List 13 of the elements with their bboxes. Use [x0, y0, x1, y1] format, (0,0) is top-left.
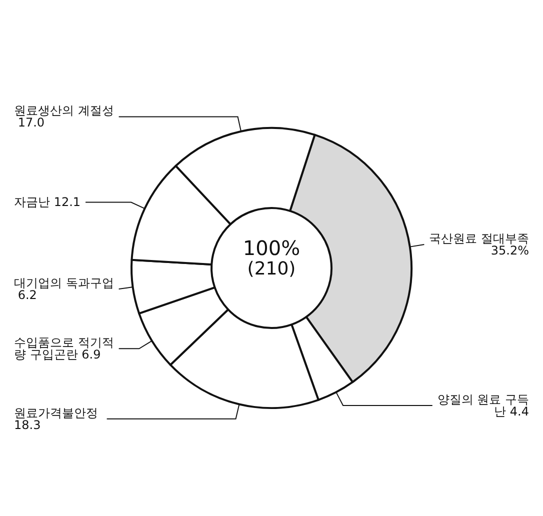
data-label: 35.2%	[487, 244, 529, 258]
data-label: 17.0	[14, 116, 45, 130]
text: 100%	[242, 236, 300, 260]
slice-label: 양질의 원료 구득난 4.4	[437, 392, 529, 418]
data-label: 6.2	[14, 288, 37, 302]
slice-label: 원료가격불안정	[14, 406, 102, 420]
slice-label: 원료생산의 계절성	[14, 104, 114, 118]
data-label: 18.3	[14, 418, 41, 432]
text: (210)	[247, 258, 296, 280]
slice-label: 자금난 12.1	[14, 195, 81, 210]
slice-label: 수입품으로 적기적량 구입곤란 6.9	[14, 336, 114, 362]
slice-label: 국산원료 절대부족	[429, 232, 529, 246]
slice-label: 대기업의 독과구업	[14, 276, 114, 290]
